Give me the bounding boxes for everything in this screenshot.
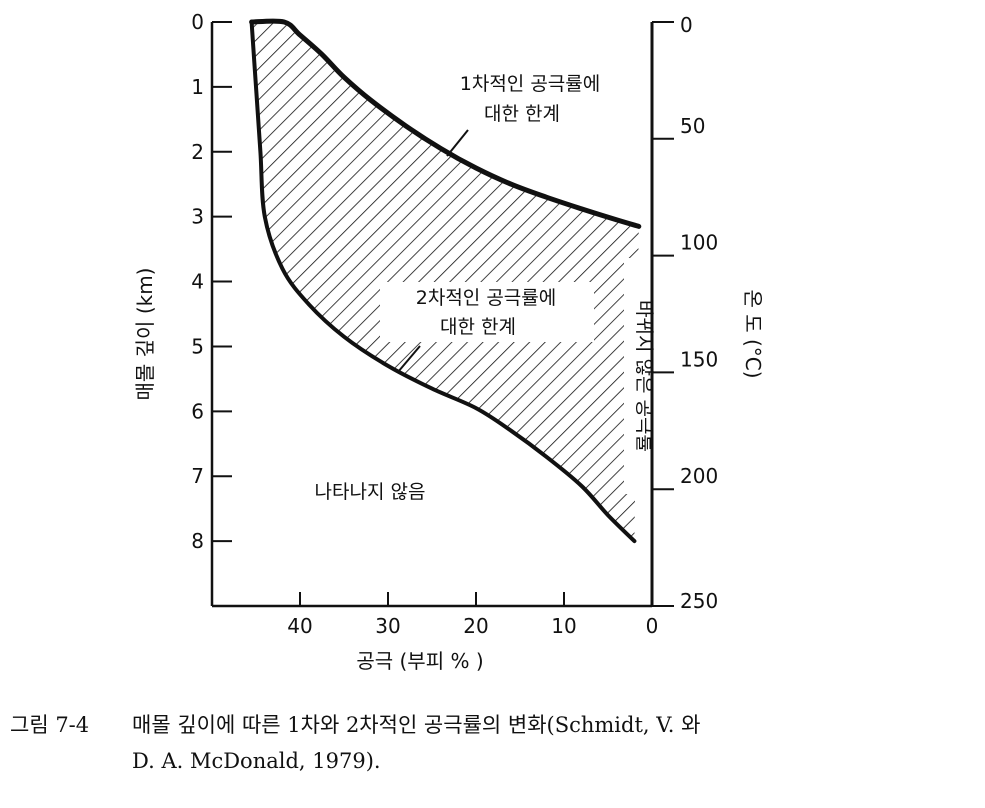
temperature-tick-label: 200 — [680, 464, 718, 488]
primary-limit-annotation: 1차적인 공극률에 대한 한계 — [446, 73, 601, 157]
temperature-tick-label: 150 — [680, 347, 718, 371]
secondary-limit-pointer — [397, 345, 421, 373]
y-axis-right-label: 온 도 (°C) — [741, 289, 765, 378]
temperature-tick-label: 50 — [680, 114, 705, 138]
depth-tick-label: 3 — [191, 205, 204, 229]
depth-tick-label: 6 — [191, 399, 204, 423]
figure-caption-line2: D. A. McDonald, 1979). — [132, 749, 381, 773]
hatched-region — [251, 21, 639, 542]
depth-tick-label: 5 — [191, 334, 204, 358]
depth-tick-label: 0 — [191, 10, 204, 34]
porosity-tick-label: 10 — [551, 614, 576, 638]
unchanged-porosity-label: 바뀌지 않은 공극률 — [633, 300, 655, 452]
secondary-limit-label-line1: 2차적인 공극률에 — [416, 287, 557, 309]
primary-limit-label-line1: 1차적인 공극률에 — [460, 73, 601, 95]
primary-porosity-limit-line — [249, 18, 642, 229]
depth-tick-label: 1 — [191, 75, 204, 99]
porosity-tick-label: 0 — [646, 614, 659, 638]
figure-caption-label: 그림 7-4 — [10, 713, 89, 737]
porosity-tick-label: 20 — [463, 614, 488, 638]
primary-limit-pointer — [446, 129, 469, 157]
secondary-limit-label-backing — [380, 282, 594, 342]
depth-tick-label: 2 — [191, 140, 204, 164]
depth-tick-label: 8 — [191, 529, 204, 553]
secondary-porosity-limit-line — [249, 20, 637, 544]
x-axis-label: 공극 (부피 % ) — [356, 649, 483, 673]
porosity-tick-label: 40 — [287, 614, 312, 638]
temperature-tick-label: 100 — [680, 231, 718, 255]
unchanged-porosity-annotation: 바뀌지 않은 공극률 — [624, 258, 655, 494]
temperature-tick-label: 0 — [680, 13, 693, 37]
depth-tick-label: 4 — [191, 270, 204, 294]
secondary-limit-annotation: 2차적인 공극률에 대한 한계 — [380, 282, 594, 373]
primary-limit-label-line2: 대한 한계 — [484, 103, 560, 125]
depth-tick-label: 7 — [191, 464, 204, 488]
unchanged-porosity-label-backing — [624, 258, 650, 494]
porosity-tick-label: 30 — [375, 614, 400, 638]
secondary-limit-label-line2: 대한 한계 — [440, 316, 516, 338]
not-present-label: 나타나지 않음 — [315, 481, 426, 503]
temperature-tick-label: 250 — [680, 589, 718, 613]
figure-caption-line1: 매몰 깊이에 따른 1차와 2차적인 공극률의 변화(Schmidt, V. 와 — [132, 713, 700, 737]
y-axis-left-label: 매몰 깊이 (km) — [133, 268, 157, 401]
